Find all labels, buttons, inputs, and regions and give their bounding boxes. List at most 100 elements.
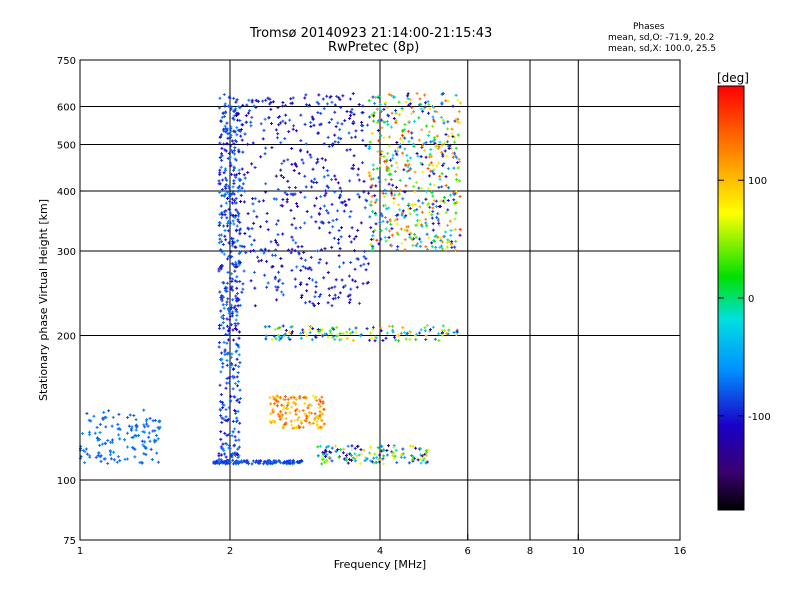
data-point <box>236 219 240 223</box>
data-point <box>219 445 223 449</box>
data-point <box>386 122 390 126</box>
data-point <box>445 245 449 249</box>
data-point <box>231 277 235 281</box>
data-point <box>218 400 222 404</box>
data-point <box>347 198 351 202</box>
data-point <box>152 438 156 442</box>
data-point <box>404 100 408 104</box>
data-point <box>395 248 399 252</box>
data-point <box>142 408 146 412</box>
data-point <box>225 442 229 446</box>
data-point <box>341 332 345 336</box>
data-point <box>431 325 435 329</box>
data-point <box>261 137 265 141</box>
data-point <box>423 329 427 333</box>
data-point <box>220 240 224 244</box>
data-point <box>231 328 235 332</box>
data-point <box>425 451 429 455</box>
data-point <box>417 199 421 203</box>
data-point <box>451 135 455 139</box>
data-point <box>222 252 226 256</box>
data-point <box>234 411 238 415</box>
data-point <box>224 332 228 336</box>
data-point <box>337 254 341 258</box>
data-point <box>455 160 459 164</box>
data-point <box>438 223 442 227</box>
data-point <box>301 328 305 332</box>
data-point <box>289 419 293 423</box>
data-point <box>426 202 430 206</box>
data-point <box>241 103 245 107</box>
data-point <box>282 159 286 163</box>
data-point <box>452 140 456 144</box>
data-point <box>396 146 400 150</box>
data-point <box>401 197 405 201</box>
data-point <box>354 326 358 330</box>
data-point <box>427 111 431 115</box>
data-point <box>222 210 226 214</box>
data-point <box>436 147 440 151</box>
data-point <box>441 118 445 122</box>
data-point <box>301 425 305 429</box>
data-point <box>401 209 405 213</box>
data-point <box>375 198 379 202</box>
data-point <box>116 455 120 459</box>
data-point <box>259 155 263 159</box>
data-point <box>327 444 331 448</box>
data-point <box>106 462 110 466</box>
data-point <box>309 255 313 259</box>
data-point <box>383 235 387 239</box>
data-point <box>448 144 452 148</box>
colorbar-label: [deg] <box>717 71 749 85</box>
data-point <box>398 188 402 192</box>
data-point <box>379 237 383 241</box>
data-point <box>221 321 225 325</box>
data-point <box>245 120 249 124</box>
data-point <box>446 332 450 336</box>
data-point <box>248 109 252 113</box>
data-point <box>237 150 241 154</box>
data-point <box>357 301 361 305</box>
data-point <box>133 447 137 451</box>
data-point <box>363 459 367 463</box>
data-point <box>351 278 355 282</box>
data-point <box>450 240 454 244</box>
data-point <box>244 460 248 464</box>
data-point <box>311 327 315 331</box>
data-point <box>149 447 153 451</box>
data-point <box>279 410 283 414</box>
data-point <box>345 330 349 334</box>
data-point <box>271 395 275 399</box>
data-point <box>277 270 281 274</box>
data-point <box>304 266 308 270</box>
data-point <box>434 143 438 147</box>
data-point <box>348 452 352 456</box>
data-point <box>235 98 239 102</box>
data-point <box>231 458 235 462</box>
data-point <box>337 136 341 140</box>
data-point <box>382 136 386 140</box>
data-point <box>338 291 342 295</box>
data-point <box>427 130 431 134</box>
data-point <box>223 111 227 115</box>
data-point <box>233 322 237 326</box>
data-point <box>218 96 222 100</box>
data-point <box>217 220 221 224</box>
data-point <box>444 230 448 234</box>
data-point <box>311 421 315 425</box>
data-point <box>343 199 347 203</box>
data-point <box>230 139 234 143</box>
data-point <box>421 170 425 174</box>
data-point <box>280 264 284 268</box>
data-point <box>444 248 448 252</box>
data-point <box>218 182 222 186</box>
data-point <box>415 151 419 155</box>
data-point <box>313 204 317 208</box>
data-point <box>272 397 276 401</box>
data-point <box>438 140 442 144</box>
data-point <box>222 194 226 198</box>
data-point <box>382 107 386 111</box>
data-point <box>454 248 458 252</box>
data-point <box>449 243 453 247</box>
data-point <box>309 215 313 219</box>
